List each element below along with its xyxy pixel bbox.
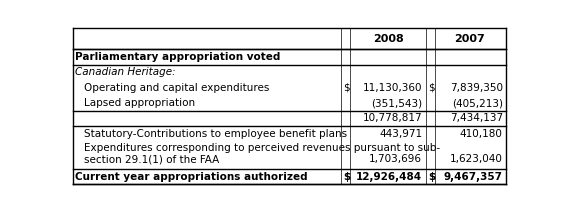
Text: 1,703,696: 1,703,696: [370, 154, 422, 164]
Text: 1,623,040: 1,623,040: [450, 154, 503, 164]
Text: 7,839,350: 7,839,350: [450, 83, 503, 93]
Text: Operating and capital expenditures: Operating and capital expenditures: [84, 83, 269, 93]
Text: Current year appropriations authorized: Current year appropriations authorized: [75, 172, 307, 182]
Text: $: $: [343, 83, 350, 93]
Text: section 29.1(1) of the FAA: section 29.1(1) of the FAA: [84, 154, 219, 164]
Text: Canadian Heritage:: Canadian Heritage:: [75, 67, 176, 77]
Text: Lapsed appropriation: Lapsed appropriation: [84, 98, 195, 108]
Text: 10,778,817: 10,778,817: [363, 113, 422, 124]
Text: $: $: [343, 172, 350, 182]
Text: 9,467,357: 9,467,357: [444, 172, 503, 182]
Text: 11,130,360: 11,130,360: [363, 83, 422, 93]
Text: 12,926,484: 12,926,484: [356, 172, 422, 182]
Text: 2008: 2008: [373, 34, 403, 44]
Text: Expenditures corresponding to perceived revenues pursuant to sub-: Expenditures corresponding to perceived …: [84, 143, 440, 153]
Text: (351,543): (351,543): [371, 98, 422, 108]
Text: Statutory-Contributions to employee benefit plans: Statutory-Contributions to employee bene…: [84, 129, 347, 139]
Text: $: $: [428, 172, 435, 182]
Text: 443,971: 443,971: [379, 129, 422, 139]
Text: (405,213): (405,213): [452, 98, 503, 108]
Text: 2007: 2007: [455, 34, 485, 44]
Text: 410,180: 410,180: [460, 129, 503, 139]
Text: $: $: [428, 83, 434, 93]
Text: 7,434,137: 7,434,137: [450, 113, 503, 124]
Text: Parliamentary appropriation voted: Parliamentary appropriation voted: [75, 52, 280, 62]
